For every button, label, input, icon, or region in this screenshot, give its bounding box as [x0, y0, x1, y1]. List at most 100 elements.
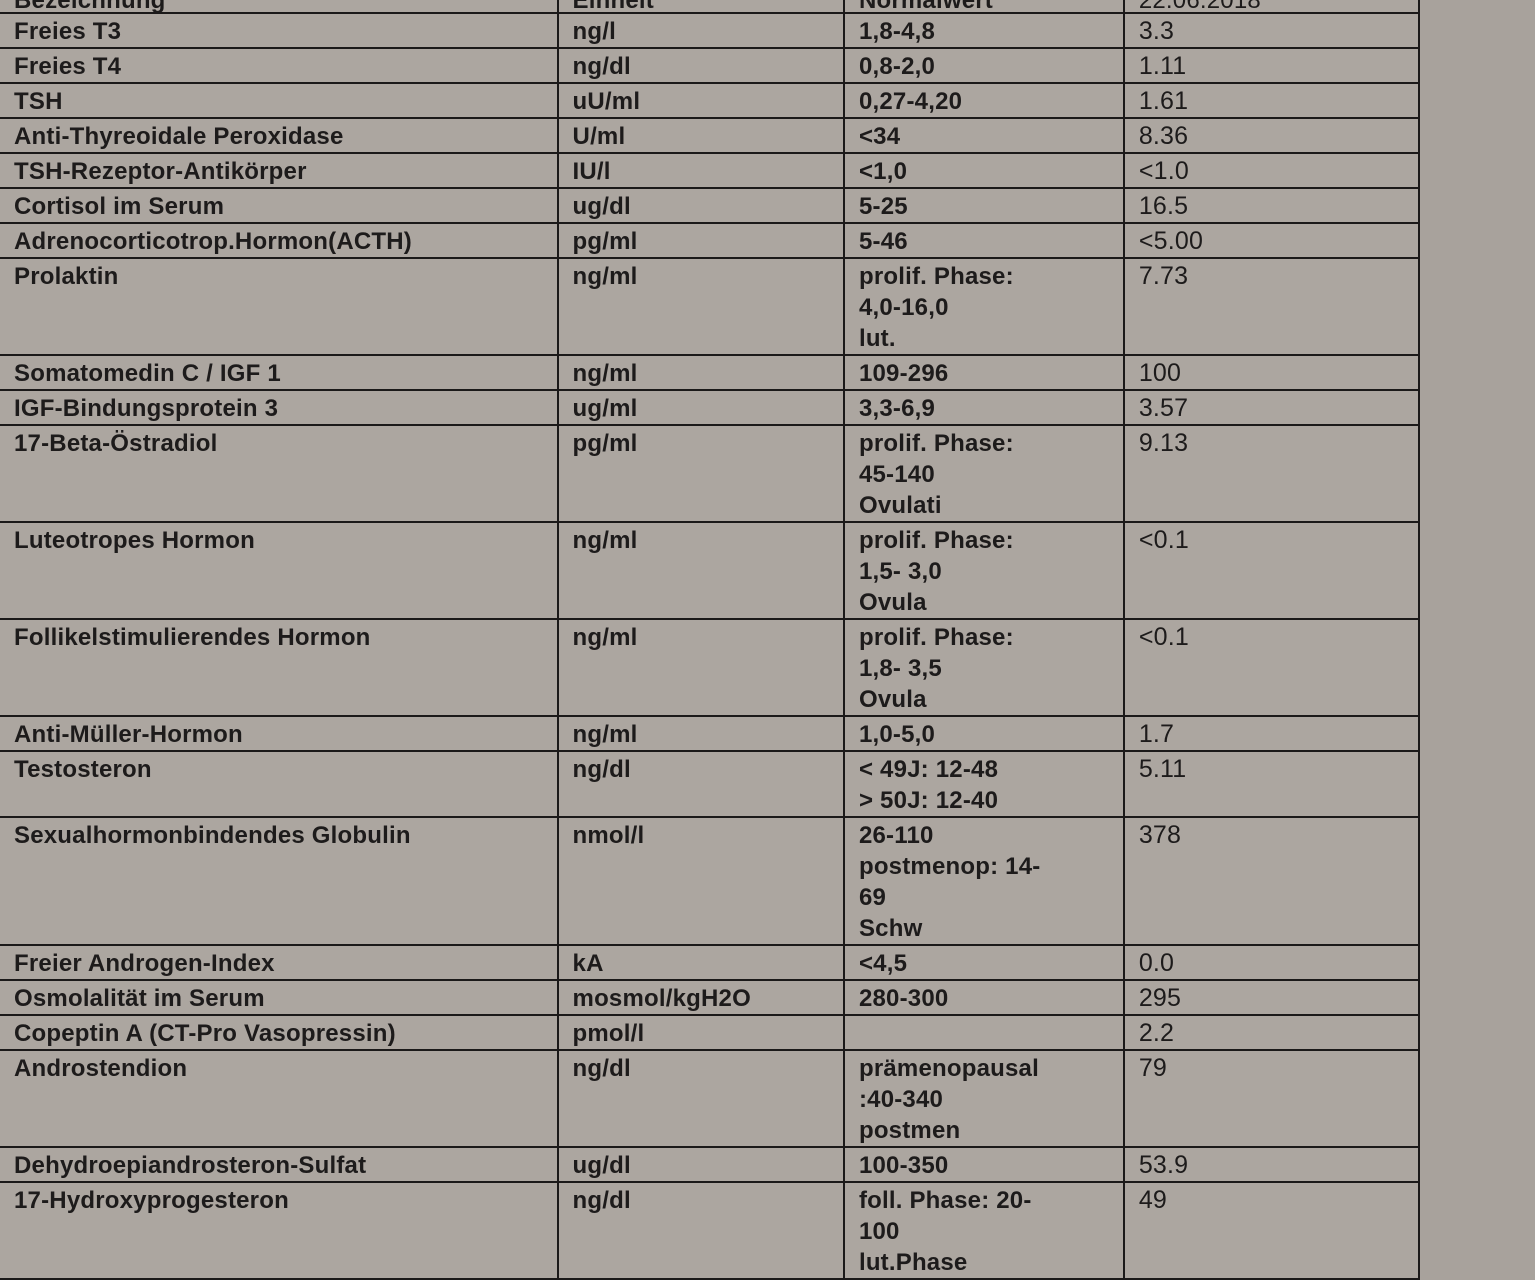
- row-normal-range: prolif. Phase: 1,8- 3,5 Ovula: [842, 618, 1125, 717]
- table-row: Osmolalität im Serum mosmol/kgH2O 280-300 2…: [0, 979, 1421, 1016]
- row-normal-range: <34: [842, 117, 1125, 154]
- row-value: 0.0: [1122, 944, 1421, 981]
- row-normal-range: <4,5: [842, 944, 1125, 981]
- row-normal-range: prämenopausal :40-340 postmen: [842, 1049, 1125, 1148]
- table-row: Luteotropes Hormon ng/ml prolif. Phase: 1,…: [0, 521, 1421, 620]
- header-date: 22.06.2018: [1122, 0, 1421, 14]
- row-name: Osmolalität im Serum: [0, 979, 559, 1016]
- table-row: Cortisol im Serum ug/dl 5-25 16.5: [0, 187, 1421, 224]
- row-unit: ng/ml: [556, 715, 845, 752]
- lab-results-table: Bezeichnung Einheit Normalwert 22.06.201…: [0, 0, 1421, 1280]
- row-value: <5.00: [1122, 222, 1421, 259]
- row-normal-range: [842, 1014, 1125, 1051]
- row-value: 1.61: [1122, 82, 1421, 119]
- table-row: Follikelstimulierendes Hormon ng/ml prolif…: [0, 618, 1421, 717]
- row-name: 17-Beta-Östradiol: [0, 424, 559, 523]
- row-unit: ng/l: [556, 12, 845, 49]
- row-value: 79: [1122, 1049, 1421, 1148]
- table-row: Copeptin A (CT-Pro Vasopressin) pmol/l 2.2: [0, 1014, 1421, 1051]
- row-unit: ng/dl: [556, 1181, 845, 1280]
- row-unit: ng/ml: [556, 521, 845, 620]
- row-value: 3.3: [1122, 12, 1421, 49]
- row-name: 17-Hydroxyprogesteron: [0, 1181, 559, 1280]
- row-normal-range: 0,27-4,20: [842, 82, 1125, 119]
- row-name: Androstendion: [0, 1049, 559, 1148]
- row-value: 16.5: [1122, 187, 1421, 224]
- row-unit: ug/dl: [556, 187, 845, 224]
- row-value: 7.73: [1122, 257, 1421, 356]
- row-normal-range: 100-350: [842, 1146, 1125, 1183]
- row-normal-range: 1,8-4,8: [842, 12, 1125, 49]
- row-name: Freies T4: [0, 47, 559, 84]
- header-name: Bezeichnung: [0, 0, 559, 14]
- row-normal-range: prolif. Phase: 4,0-16,0 lut.: [842, 257, 1125, 356]
- row-value: 100: [1122, 354, 1421, 391]
- table-row: Anti-Thyreoidale Peroxidase U/ml <34 8.36: [0, 117, 1421, 154]
- row-normal-range: prolif. Phase: 45-140 Ovulati: [842, 424, 1125, 523]
- row-value: 8.36: [1122, 117, 1421, 154]
- row-name: Adrenocorticotrop.Hormon(ACTH): [0, 222, 559, 259]
- table-row: IGF-Bindungsprotein 3 ug/ml 3,3-6,9 3.57: [0, 389, 1421, 426]
- row-unit: ng/ml: [556, 354, 845, 391]
- row-value: 53.9: [1122, 1146, 1421, 1183]
- row-value: 2.2: [1122, 1014, 1421, 1051]
- table-row: TSH uU/ml 0,27-4,20 1.61: [0, 82, 1421, 119]
- row-normal-range: 1,0-5,0: [842, 715, 1125, 752]
- row-unit: ng/ml: [556, 618, 845, 717]
- row-value: <1.0: [1122, 152, 1421, 189]
- header-normal: Normalwert: [842, 0, 1125, 14]
- row-unit: kA: [556, 944, 845, 981]
- row-unit: ug/dl: [556, 1146, 845, 1183]
- row-unit: pg/ml: [556, 424, 845, 523]
- table-row: Adrenocorticotrop.Hormon(ACTH) pg/ml 5-46 <…: [0, 222, 1421, 259]
- table-row: Anti-Müller-Hormon ng/ml 1,0-5,0 1.7: [0, 715, 1421, 752]
- table-row: Somatomedin C / IGF 1 ng/ml 109-296 100: [0, 354, 1421, 391]
- row-name: Dehydroepiandrosteron-Sulfat: [0, 1146, 559, 1183]
- row-name: Testosteron: [0, 750, 559, 818]
- row-normal-range: 0,8-2,0: [842, 47, 1125, 84]
- row-value: <0.1: [1122, 521, 1421, 620]
- row-value: 1.11: [1122, 47, 1421, 84]
- row-unit: ng/dl: [556, 47, 845, 84]
- table-row: Prolaktin ng/ml prolif. Phase: 4,0-16,0 lu…: [0, 257, 1421, 356]
- row-value: 3.57: [1122, 389, 1421, 426]
- row-name: Luteotropes Hormon: [0, 521, 559, 620]
- table-row: Sexualhormonbindendes Globulin nmol/l 26-1…: [0, 816, 1421, 946]
- row-unit: U/ml: [556, 117, 845, 154]
- row-value: 49: [1122, 1181, 1421, 1280]
- row-value: 1.7: [1122, 715, 1421, 752]
- row-value: <0.1: [1122, 618, 1421, 717]
- table-row: 17-Hydroxyprogesteron ng/dl foll. Phase: 2…: [0, 1181, 1421, 1280]
- table-row: Freies T4 ng/dl 0,8-2,0 1.11: [0, 47, 1421, 84]
- row-normal-range: 5-25: [842, 187, 1125, 224]
- row-name: Follikelstimulierendes Hormon: [0, 618, 559, 717]
- table-row: Freier Androgen-Index kA <4,5 0.0: [0, 944, 1421, 981]
- row-unit: IU/l: [556, 152, 845, 189]
- table-row: Androstendion ng/dl prämenopausal :40-340 …: [0, 1049, 1421, 1148]
- row-name: TSH: [0, 82, 559, 119]
- row-name: Cortisol im Serum: [0, 187, 559, 224]
- row-unit: ng/dl: [556, 1049, 845, 1148]
- row-normal-range: 5-46: [842, 222, 1125, 259]
- row-name: Freier Androgen-Index: [0, 944, 559, 981]
- table-row: Freies T3 ng/l 1,8-4,8 3.3: [0, 12, 1421, 49]
- row-value: 295: [1122, 979, 1421, 1016]
- row-unit: pmol/l: [556, 1014, 845, 1051]
- lab-report-sheet: Bezeichnung Einheit Normalwert 22.06.201…: [0, 0, 1421, 1280]
- header-unit: Einheit: [556, 0, 845, 14]
- table-row: TSH-Rezeptor-Antikörper IU/l <1,0 <1.0: [0, 152, 1421, 189]
- row-unit: ng/dl: [556, 750, 845, 818]
- row-value: 5.11: [1122, 750, 1421, 818]
- row-unit: ng/ml: [556, 257, 845, 356]
- row-name: Anti-Thyreoidale Peroxidase: [0, 117, 559, 154]
- row-value: 378: [1122, 816, 1421, 946]
- row-normal-range: prolif. Phase: 1,5- 3,0 Ovula: [842, 521, 1125, 620]
- table-row: Testosteron ng/dl < 49J: 12-48 > 50J: 12-4…: [0, 750, 1421, 818]
- row-name: Freies T3: [0, 12, 559, 49]
- table-row: Dehydroepiandrosteron-Sulfat ug/dl 100-350…: [0, 1146, 1421, 1183]
- row-value: 9.13: [1122, 424, 1421, 523]
- row-unit: mosmol/kgH2O: [556, 979, 845, 1016]
- row-name: Somatomedin C / IGF 1: [0, 354, 559, 391]
- row-normal-range: 26-110 postmenop: 14- 69 Schw: [842, 816, 1125, 946]
- row-name: IGF-Bindungsprotein 3: [0, 389, 559, 426]
